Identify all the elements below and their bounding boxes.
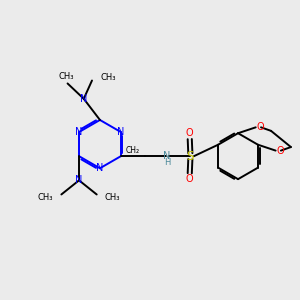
Text: CH₃: CH₃: [38, 193, 53, 202]
Text: CH₂: CH₂: [126, 146, 140, 155]
Text: CH₃: CH₃: [105, 193, 120, 202]
Text: O: O: [186, 174, 194, 184]
Text: O: O: [186, 128, 194, 138]
Text: O: O: [276, 146, 284, 156]
Text: N: N: [80, 94, 87, 104]
Text: CH₃: CH₃: [58, 73, 74, 82]
Text: N: N: [96, 163, 103, 173]
Text: N: N: [75, 127, 83, 137]
Text: O: O: [256, 122, 264, 132]
Text: CH₃: CH₃: [100, 73, 116, 82]
Text: N: N: [163, 151, 170, 160]
Text: N: N: [75, 175, 83, 185]
Text: H: H: [164, 158, 171, 167]
Text: S: S: [187, 150, 194, 163]
Text: N: N: [117, 127, 124, 137]
